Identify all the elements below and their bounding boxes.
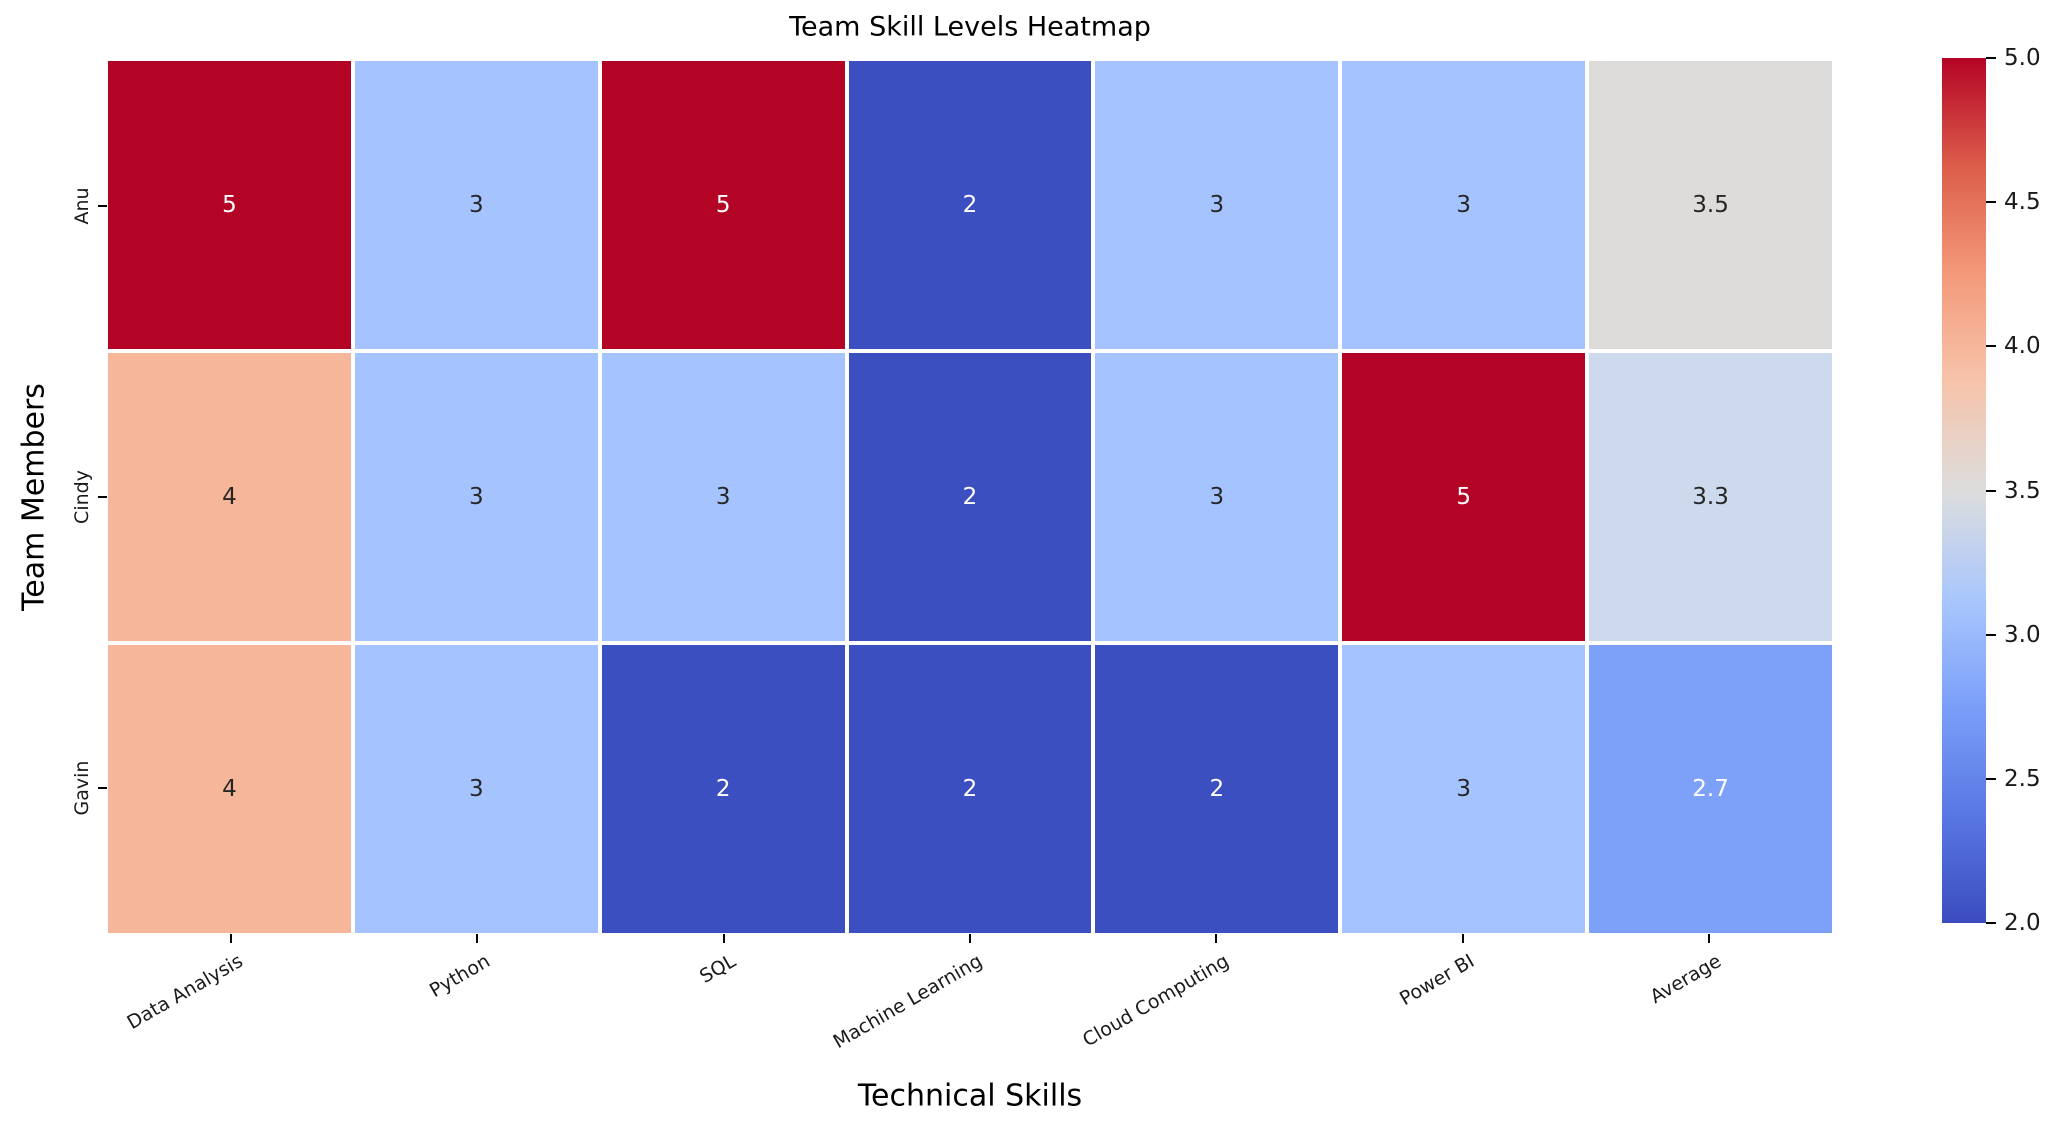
cell-value: 3 <box>1209 191 1225 218</box>
cell-value: 4 <box>222 483 237 510</box>
x-tick-mark <box>1707 934 1710 943</box>
cell-value: 5 <box>1456 483 1472 510</box>
cell-value: 2 <box>962 775 978 802</box>
cell-value: 3 <box>468 191 484 218</box>
heatmap-cell-anu-3: 2 <box>848 61 1092 349</box>
y-tick-label: Gavin <box>71 760 93 816</box>
y-axis-label: Team Members <box>16 383 52 611</box>
colorbar-tick-label: 4.0 <box>2004 333 2041 360</box>
colorbar-tick-label: 3.5 <box>2004 477 2041 504</box>
cell-value: 2 <box>1209 775 1225 802</box>
heatmap-cell-anu-1: 3 <box>354 61 598 349</box>
heatmap-cell-gavin-0: 4 <box>108 645 351 933</box>
colorbar-tick-mark <box>1986 201 1996 204</box>
x-tick-label: Data Analysis <box>123 950 248 1034</box>
cell-value: 3 <box>1209 483 1225 510</box>
heatmap-cell-gavin-2: 2 <box>601 645 845 933</box>
cell-value: 3.5 <box>1692 191 1729 218</box>
cell-value: 2 <box>962 191 978 218</box>
colorbar-tick-label: 2.0 <box>2004 910 2041 936</box>
cell-value: 3 <box>715 483 731 510</box>
colorbar <box>1942 58 1986 923</box>
y-tick-mark <box>98 496 107 498</box>
x-tick-mark <box>1215 934 1218 943</box>
colorbar-tick-mark <box>1986 777 1996 780</box>
x-tick-label: Average <box>1646 950 1725 1009</box>
y-tick-label: Anu <box>71 187 93 225</box>
cell-value: 3 <box>468 775 484 802</box>
y-tick-mark <box>98 205 107 208</box>
cell-value: 3.3 <box>1692 483 1729 510</box>
heatmap-cell-cindy-4: 3 <box>1095 353 1339 641</box>
heatmap-cell-cindy-5: 5 <box>1342 353 1586 641</box>
x-tick-label: Power BI <box>1396 950 1479 1011</box>
y-tick-label: Cindy <box>71 470 93 524</box>
colorbar-tick-mark <box>1986 922 1996 924</box>
x-tick-label: Machine Learning <box>829 950 986 1054</box>
x-tick-mark <box>230 934 233 943</box>
x-tick-mark <box>1461 934 1464 943</box>
x-tick-label: Cloud Computing <box>1078 950 1233 1052</box>
heatmap-cell-anu-4: 3 <box>1095 61 1339 349</box>
heatmap-cell-gavin-6: 2.7 <box>1589 645 1832 933</box>
heatmap-cell-cindy-0: 4 <box>108 353 351 641</box>
heatmap-cell-anu-0: 5 <box>108 61 351 349</box>
colorbar-tick-mark <box>1986 489 1996 492</box>
heatmap-grid: 5 3 5 2 3 3 3.5 4 3 3 2 3 5 3.3 4 3 2 2 2 3 2.7 <box>108 61 1832 933</box>
x-axis-label: Technical Skills <box>857 1078 1083 1114</box>
cell-value: 4 <box>222 775 237 802</box>
colorbar-tick-label: 2.5 <box>2004 765 2041 792</box>
heatmap-cell-gavin-5: 3 <box>1342 645 1586 933</box>
heatmap-cell-cindy-6: 3.3 <box>1589 353 1832 641</box>
cell-value: 3 <box>468 483 484 510</box>
heatmap-cell-cindy-1: 3 <box>354 353 598 641</box>
chart-title: Team Skill Levels Heatmap <box>789 11 1151 43</box>
heatmap-cell-gavin-1: 3 <box>354 645 598 933</box>
x-tick-mark <box>722 934 725 943</box>
y-tick-mark <box>98 786 107 789</box>
cell-value: 2 <box>962 483 978 510</box>
colorbar-tick-mark <box>1986 345 1996 348</box>
colorbar-tick-mark <box>1986 57 1996 59</box>
heatmap-cell-cindy-2: 3 <box>601 353 845 641</box>
heatmap-cell-cindy-3: 2 <box>848 353 1092 641</box>
cell-value: 2 <box>715 775 731 802</box>
x-tick-mark <box>476 934 479 943</box>
heatmap-cell-anu-6: 3.5 <box>1589 61 1832 349</box>
cell-value: 2.7 <box>1692 775 1729 802</box>
colorbar-tick-label: 3.0 <box>2004 621 2041 648</box>
cell-value: 5 <box>222 191 237 218</box>
heatmap-cell-gavin-3: 2 <box>848 645 1092 933</box>
heatmap-cell-anu-2: 5 <box>601 61 845 349</box>
colorbar-tick-label: 4.5 <box>2004 189 2041 216</box>
cell-value: 5 <box>715 191 731 218</box>
cell-value: 3 <box>1456 191 1472 218</box>
x-tick-mark <box>969 934 971 943</box>
colorbar-tick-mark <box>1986 633 1996 636</box>
heatmap-cell-anu-5: 3 <box>1342 61 1586 349</box>
x-tick-label: SQL <box>696 950 740 988</box>
heatmap-cell-gavin-4: 2 <box>1095 645 1339 933</box>
x-tick-label: Python <box>425 950 494 1002</box>
colorbar-tick-label: 5.0 <box>2004 45 2041 71</box>
cell-value: 3 <box>1456 775 1472 802</box>
